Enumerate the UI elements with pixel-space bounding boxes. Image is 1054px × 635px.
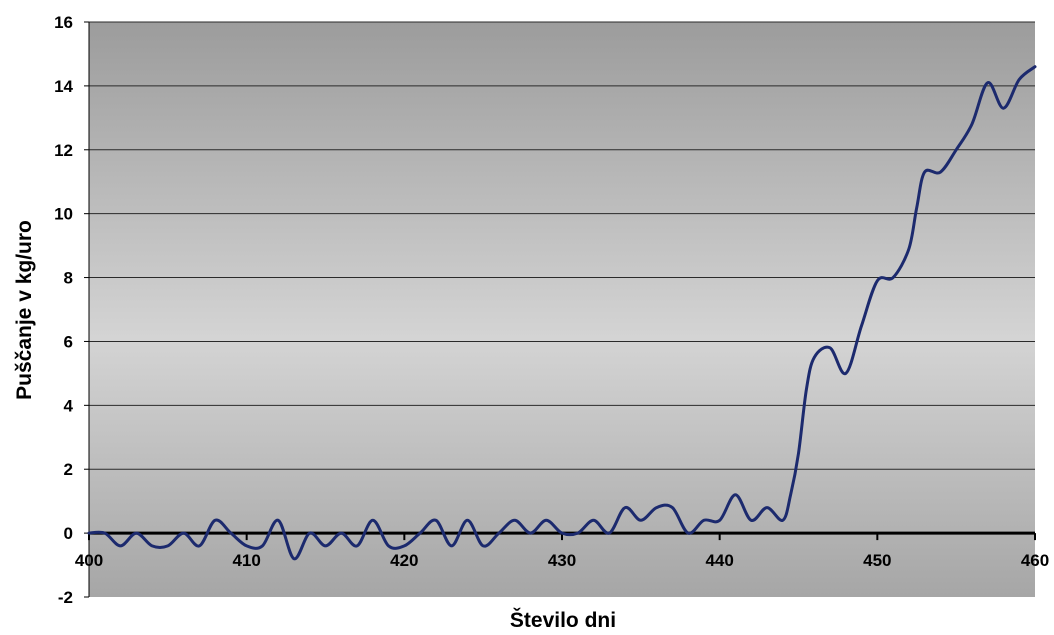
x-tick-label: 410: [232, 551, 260, 570]
y-tick-label: 16: [54, 13, 73, 32]
x-tick-label: 400: [75, 551, 103, 570]
series-line: [87, 65, 1037, 561]
tick-labels: -2 0 2 4 6 8 10 12 14 16 400 410 420 430 440 450 460: [54, 13, 1049, 607]
y-tick-label: 2: [64, 460, 73, 479]
y-tick-label: 6: [64, 332, 73, 351]
y-tick-label: 14: [54, 77, 73, 96]
y-tick-label: 10: [54, 205, 73, 224]
y-tick-label: 8: [64, 269, 73, 288]
x-tick-label: 420: [390, 551, 418, 570]
y-axis-title: Puščanje v kg/uro: [13, 220, 36, 400]
gridlines: [89, 21, 1035, 470]
x-tick-label: 440: [705, 551, 733, 570]
x-tick-label: 430: [548, 551, 576, 570]
y-tick-label: 4: [64, 396, 74, 415]
x-tick-label: 450: [863, 551, 891, 570]
y-tick-label: 0: [64, 524, 73, 543]
x-tick-label: 460: [1021, 551, 1049, 570]
x-axis-title: Število dni: [510, 608, 616, 632]
plot-area: [89, 22, 1035, 597]
y-tick-label: 12: [54, 141, 73, 160]
y-tick-label: -2: [58, 588, 73, 607]
